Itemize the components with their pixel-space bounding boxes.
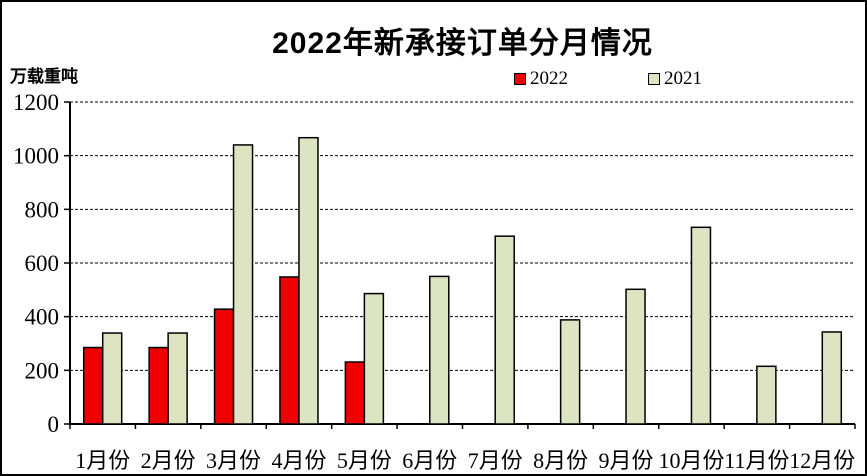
x-tick-label: 7月份 [468, 448, 523, 473]
x-tick-label: 4月份 [271, 448, 326, 473]
bar-2022-1月份 [82, 346, 104, 425]
bar-2022-2月份 [148, 346, 169, 425]
bar-2022-3月份 [213, 308, 235, 425]
bar-2021-6月份 [429, 275, 450, 425]
bar-2021-9月份 [625, 288, 646, 425]
x-tick-label: 11月份 [724, 448, 789, 473]
y-tick-label: 600 [25, 251, 60, 276]
legend-label-2021: 2021 [664, 68, 702, 89]
bar-2021-5月份 [363, 292, 385, 425]
x-tick-label: 3月份 [206, 448, 261, 473]
bar-2021-2月份 [167, 332, 188, 425]
y-tick-label: 1200 [13, 90, 59, 115]
x-tick-label: 1月份 [75, 448, 130, 473]
x-tick-label: 8月份 [533, 448, 588, 473]
bar-2021-12月份 [821, 331, 843, 425]
legend-item-2022: 2022 [514, 68, 568, 90]
x-tick-label: 9月份 [599, 448, 654, 473]
bar-2021-1月份 [101, 332, 123, 425]
bar-2021-3月份 [232, 144, 254, 425]
legend-label-2022: 2022 [530, 68, 568, 89]
chart-title: 2022年新承接订单分月情况 [272, 27, 653, 60]
bar-2021-4月份 [298, 136, 319, 425]
x-tick-label: 10月份 [658, 448, 724, 473]
y-tick-label: 800 [25, 197, 60, 222]
y-axis-unit-label: 万载重吨 [10, 67, 78, 86]
legend-swatch-2022 [514, 73, 526, 85]
legend: 2022 2021 [514, 68, 702, 90]
bar-2022-5月份 [344, 361, 366, 425]
x-tick-label: 12月份 [789, 448, 855, 473]
legend-swatch-2021 [648, 73, 660, 85]
y-tick-label: 0 [48, 412, 60, 437]
y-tick-label: 400 [25, 305, 60, 330]
y-tick-label: 1000 [13, 144, 59, 169]
bar-2022-4月份 [279, 276, 300, 425]
bar-2021-10月份 [690, 226, 712, 425]
x-tick-label: 6月份 [402, 448, 457, 473]
x-tick-label: 5月份 [337, 448, 392, 473]
x-tick-label: 2月份 [141, 448, 196, 473]
bar-2021-7月份 [494, 235, 515, 425]
y-tick-label: 200 [25, 358, 60, 383]
bar-2021-11月份 [756, 365, 777, 425]
bar-2021-8月份 [559, 319, 581, 425]
legend-item-2021: 2021 [648, 68, 702, 90]
